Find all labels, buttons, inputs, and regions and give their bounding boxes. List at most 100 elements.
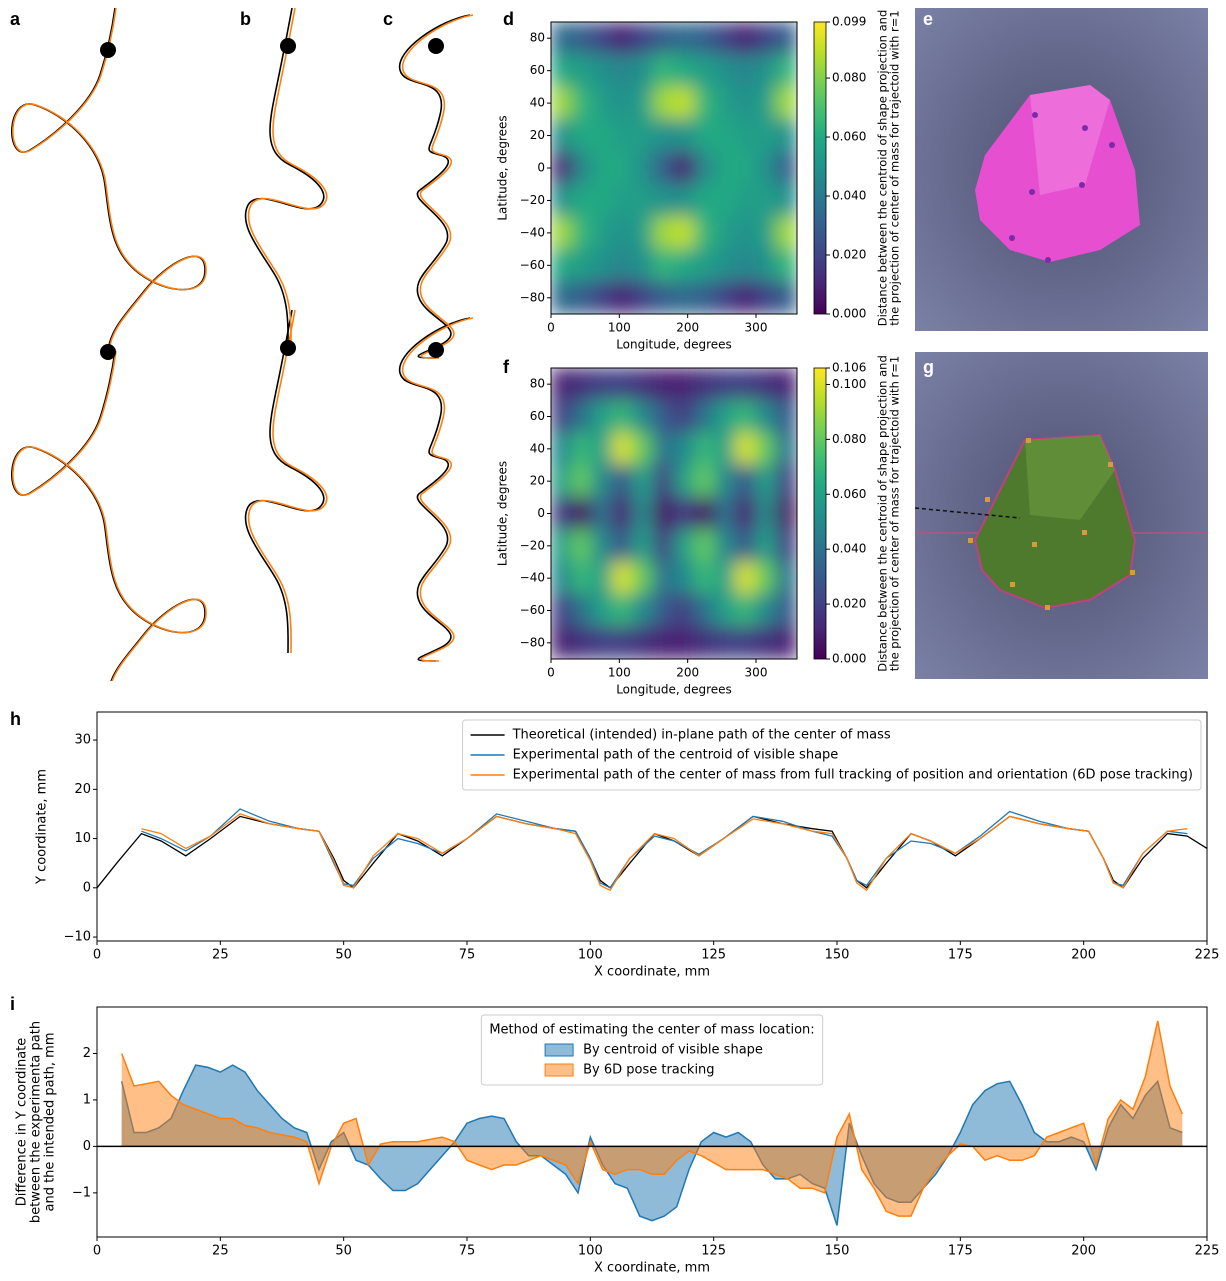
colorbar-tick-label: 0.040 <box>832 542 866 556</box>
colorbar-tick-label: 0.000 <box>832 652 866 666</box>
heatmap-cell <box>735 399 757 434</box>
x-tick-label: 0 <box>547 321 555 335</box>
y-tick-label: 20 <box>530 474 545 488</box>
heatmap-cell <box>673 118 695 153</box>
heatmap-cell <box>755 432 777 466</box>
heatmap-cell <box>653 281 675 314</box>
heatmap-cell <box>612 464 634 498</box>
heatmap-cell <box>776 626 797 659</box>
heatmap-cell <box>694 118 716 153</box>
photo-g <box>914 352 1208 679</box>
heatmap-cell <box>673 183 695 218</box>
heatmap-cell <box>673 399 695 434</box>
heatmap-cell <box>612 248 634 283</box>
heatmap-cell <box>632 529 654 563</box>
heatmap-cell <box>653 496 675 531</box>
heatmap-cell <box>694 86 716 120</box>
heatmap-cell <box>551 86 572 120</box>
heatmap-cell <box>653 593 675 628</box>
colorbar-tick-label: 0.000 <box>832 307 866 321</box>
heatmap-cell <box>551 496 572 531</box>
heatmap-cell <box>755 248 777 283</box>
y-tick-label: 0 <box>83 1139 91 1154</box>
heatmap-cell <box>776 399 797 434</box>
heatmap-cell <box>551 281 572 314</box>
colorbar-label: the projection of center of mass for tra… <box>888 10 902 325</box>
x-tick-label: 175 <box>948 948 973 963</box>
series-line <box>141 813 1188 892</box>
x-tick-label: 25 <box>212 1244 229 1259</box>
y-tick-label: 80 <box>530 31 545 45</box>
legend-title: Method of estimating the center of mass … <box>489 1023 814 1038</box>
heatmap-cell <box>673 53 695 88</box>
heatmap-cell <box>571 593 593 628</box>
panel-label: f <box>503 357 510 377</box>
heatmap-cell <box>735 496 757 531</box>
heatmap-cell <box>776 248 797 283</box>
heatmap-cell <box>612 281 634 314</box>
heatmap-cell <box>714 529 736 563</box>
colorbar-tick-label: 0.100 <box>832 377 866 391</box>
heatmap-cell <box>776 529 797 563</box>
axes-frame <box>96 1006 1208 1238</box>
heatmap-cell <box>632 281 654 314</box>
heatmap-cell <box>755 496 777 531</box>
colorbar-tick-label: 0.040 <box>832 189 866 203</box>
y-tick-label: −20 <box>520 193 545 207</box>
heatmap-cell <box>694 248 716 283</box>
x-tick-label: 50 <box>335 948 352 963</box>
y-tick-label: −20 <box>520 538 545 552</box>
heatmap-cell <box>551 626 572 659</box>
legend-label: By 6D pose tracking <box>583 1063 714 1078</box>
x-tick-label: 25 <box>212 948 229 963</box>
heatmap-cell <box>612 183 634 218</box>
x-tick-label: 75 <box>459 1244 476 1259</box>
legend-label: Experimental path of the center of mass … <box>513 768 1193 783</box>
heatmap-cell <box>571 496 593 531</box>
heatmap-cell <box>673 281 695 314</box>
x-tick-label: 0 <box>93 1244 101 1259</box>
colorbar-label: the projection of center of mass for tra… <box>888 356 902 671</box>
x-tick-label: 100 <box>578 948 603 963</box>
heatmap-cell <box>673 529 695 563</box>
heatmap-cell <box>551 151 572 185</box>
heatmap-cell <box>653 464 675 498</box>
x-tick-label: 0 <box>93 948 101 963</box>
colorbar-tick-label: 0.080 <box>832 71 866 85</box>
heatmap-cell <box>735 626 757 659</box>
y-tick-label: 0 <box>537 161 545 175</box>
area-line <box>120 1064 1183 1226</box>
panel-label: g <box>923 357 934 377</box>
heatmap-cell <box>714 399 736 434</box>
x-tick-label: 100 <box>608 666 631 680</box>
trajectories <box>11 7 474 681</box>
y-tick-label: 30 <box>74 733 91 748</box>
y-tick-label: 40 <box>530 96 545 110</box>
heatmap-cell <box>591 626 613 659</box>
heatmap-cell <box>571 248 593 283</box>
heatmap-cell <box>776 22 797 55</box>
colorbar-tick-label: 0.106 <box>832 361 866 375</box>
heatmap-cell <box>673 464 695 498</box>
area-line <box>120 1020 1183 1217</box>
heatmap-cell <box>653 561 675 595</box>
x-tick-label: 0 <box>547 666 555 680</box>
heatmap-cell <box>571 86 593 120</box>
heatmap-cell <box>632 399 654 434</box>
heatmap-cell <box>694 368 716 401</box>
axes-frame <box>96 711 1208 942</box>
heatmap-cell <box>694 22 716 55</box>
y-tick-label: 20 <box>530 128 545 142</box>
heatmap-cell <box>551 432 572 466</box>
x-tick-label: 200 <box>1071 948 1096 963</box>
heatmap-cell <box>571 464 593 498</box>
heatmap-cell <box>776 464 797 498</box>
y-axis-label: Y coordinate, mm <box>35 769 50 885</box>
y-tick-label: 60 <box>530 409 545 423</box>
heatmap-cell <box>735 86 757 120</box>
heatmap-cell <box>735 151 757 185</box>
heatmap-cell <box>776 86 797 120</box>
heatmap-cell <box>612 593 634 628</box>
heatmap-cell <box>653 529 675 563</box>
colorbar <box>813 21 827 315</box>
